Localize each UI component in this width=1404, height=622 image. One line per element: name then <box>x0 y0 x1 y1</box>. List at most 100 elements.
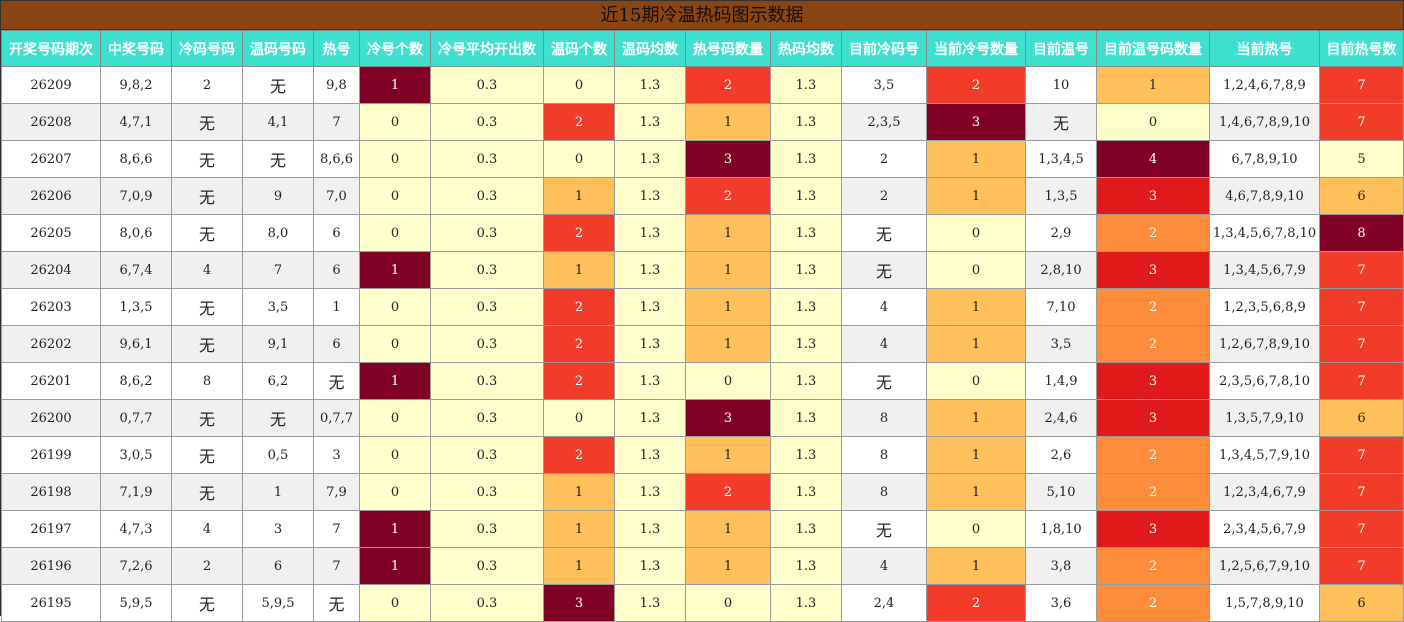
column-header: 当前热号 <box>1209 30 1320 67</box>
table-cell: 4 <box>841 547 927 585</box>
table-cell: 1.3 <box>614 325 686 363</box>
table-cell: 0 <box>359 399 431 437</box>
table-cell: 无 <box>171 399 243 437</box>
table-cell: 1 <box>685 214 771 252</box>
table-cell: 1 <box>685 510 771 548</box>
table-cell: 1 <box>685 288 771 326</box>
table-cell: 7,1,9 <box>100 473 172 511</box>
table-cell: 0 <box>359 140 431 178</box>
table-cell: 3,5 <box>1025 325 1097 363</box>
table-cell: 1 <box>926 547 1026 585</box>
table-cell: 26198 <box>1 473 101 511</box>
table-cell: 2,4,6 <box>1025 399 1097 437</box>
table-cell: 2 <box>841 177 927 215</box>
table-cell: 1 <box>685 547 771 585</box>
table-cell: 无 <box>841 510 927 548</box>
column-header: 热码均数 <box>770 30 842 67</box>
table-cell: 1 <box>359 66 431 104</box>
table-cell: 2,3,5 <box>841 103 927 141</box>
table-cell: 6 <box>313 251 360 289</box>
table-cell: 1,4,6,7,8,9,10 <box>1209 103 1320 141</box>
table-cell: 6 <box>313 325 360 363</box>
table-cell: 26208 <box>1 103 101 141</box>
column-header: 目前温号码数量 <box>1096 30 1210 67</box>
table-body: 26209 9,8,2 2 无 9,8 1 0.3 0 1.3 2 1.3 3,5 2 10 1 1,2,4,… <box>1 66 1404 622</box>
table-cell: 2 <box>1096 325 1210 363</box>
table-cell: 9,1 <box>242 325 314 363</box>
table-cell: 1,2,6,7,8,9,10 <box>1209 325 1320 363</box>
table-cell: 1 <box>1096 66 1210 104</box>
table-cell: 3,0,5 <box>100 436 172 474</box>
table-cell: 3,8 <box>1025 547 1097 585</box>
table-cell: 1.3 <box>614 66 686 104</box>
table-cell: 3 <box>1096 251 1210 289</box>
table-row: 26201 8,6,2 8 6,2 无 1 0.3 2 1.3 0 1.3 无 0 1,4,9 3 2,3,5… <box>1 362 1404 400</box>
table-cell: 1.3 <box>770 547 842 585</box>
table-cell: 1.3 <box>614 473 686 511</box>
table-cell: 0 <box>359 177 431 215</box>
table-cell: 7 <box>1319 436 1404 474</box>
table-cell: 无 <box>242 66 314 104</box>
table-cell: 0 <box>926 510 1026 548</box>
table-cell: 1 <box>685 325 771 363</box>
table-cell: 1.3 <box>770 362 842 400</box>
table-cell: 1 <box>926 473 1026 511</box>
table-cell: 6 <box>1319 177 1404 215</box>
table-cell: 2,6 <box>1025 436 1097 474</box>
table-cell: 1 <box>685 103 771 141</box>
table-cell: 7 <box>313 103 360 141</box>
table-cell: 2 <box>1096 436 1210 474</box>
table-cell: 6 <box>242 547 314 585</box>
table-cell: 0.3 <box>430 399 544 437</box>
table-row: 26199 3,0,5 无 0,5 3 0 0.3 2 1.3 1 1.3 8 1 2,6 2 1,3,4,5… <box>1 436 1404 474</box>
column-header: 温码个数 <box>543 30 615 67</box>
table-cell: 1 <box>926 140 1026 178</box>
table-cell: 1.3 <box>770 140 842 178</box>
column-header: 当前冷号数量 <box>926 30 1026 67</box>
table-cell: 26197 <box>1 510 101 548</box>
column-header: 开奖号码期次 <box>1 30 101 67</box>
table-cell: 1,2,4,6,7,8,9 <box>1209 66 1320 104</box>
table-row: 26202 9,6,1 无 9,1 6 0 0.3 2 1.3 1 1.3 4 1 3,5 2 1,2,6,7… <box>1 325 1404 363</box>
table-row: 26206 7,0,9 无 9 7,0 0 0.3 1 1.3 2 1.3 2 1 1,3,5 3 4,6,7… <box>1 177 1404 215</box>
table-cell: 7 <box>1319 288 1404 326</box>
table-cell: 1.3 <box>614 399 686 437</box>
table-cell: 0.3 <box>430 66 544 104</box>
table-cell: 7 <box>1319 547 1404 585</box>
table-cell: 7,0 <box>313 177 360 215</box>
table-cell: 8 <box>841 399 927 437</box>
table-cell: 6,7,4 <box>100 251 172 289</box>
table-cell: 0,5 <box>242 436 314 474</box>
table-cell: 1 <box>543 547 615 585</box>
table-cell: 1 <box>926 288 1026 326</box>
table-cell: 1 <box>543 251 615 289</box>
table-cell: 0 <box>1096 103 1210 141</box>
table-cell: 2 <box>543 214 615 252</box>
table-cell: 4 <box>171 510 243 548</box>
table-cell: 2 <box>841 140 927 178</box>
table-cell: 1,3,5 <box>1025 177 1097 215</box>
table-cell: 1 <box>685 251 771 289</box>
table-cell: 0 <box>359 325 431 363</box>
table-cell: 6,2 <box>242 362 314 400</box>
table-cell: 1.3 <box>614 214 686 252</box>
table-cell: 1 <box>359 251 431 289</box>
table-cell: 1 <box>242 473 314 511</box>
header-row: 开奖号码期次 中奖号码 冷码号码 温码号码 热号 冷号个数 冷号平均开出数 温码个数 温码均数热… <box>1 30 1404 67</box>
table-cell: 1.3 <box>770 214 842 252</box>
table-cell: 2 <box>926 584 1026 622</box>
table-cell: 8 <box>1319 214 1404 252</box>
table-cell: 0.3 <box>430 362 544 400</box>
table-cell: 1,2,3,5,6,8,9 <box>1209 288 1320 326</box>
table-cell: 1 <box>359 547 431 585</box>
table-cell: 1 <box>359 362 431 400</box>
table-cell: 无 <box>841 251 927 289</box>
table-cell: 0 <box>543 399 615 437</box>
table-cell: 3 <box>313 436 360 474</box>
table-cell: 9,8,2 <box>100 66 172 104</box>
table-cell: 2 <box>543 103 615 141</box>
table-cell: 1 <box>359 510 431 548</box>
column-header: 热号码数量 <box>685 30 771 67</box>
table-cell: 1.3 <box>614 362 686 400</box>
table-cell: 2,8,10 <box>1025 251 1097 289</box>
